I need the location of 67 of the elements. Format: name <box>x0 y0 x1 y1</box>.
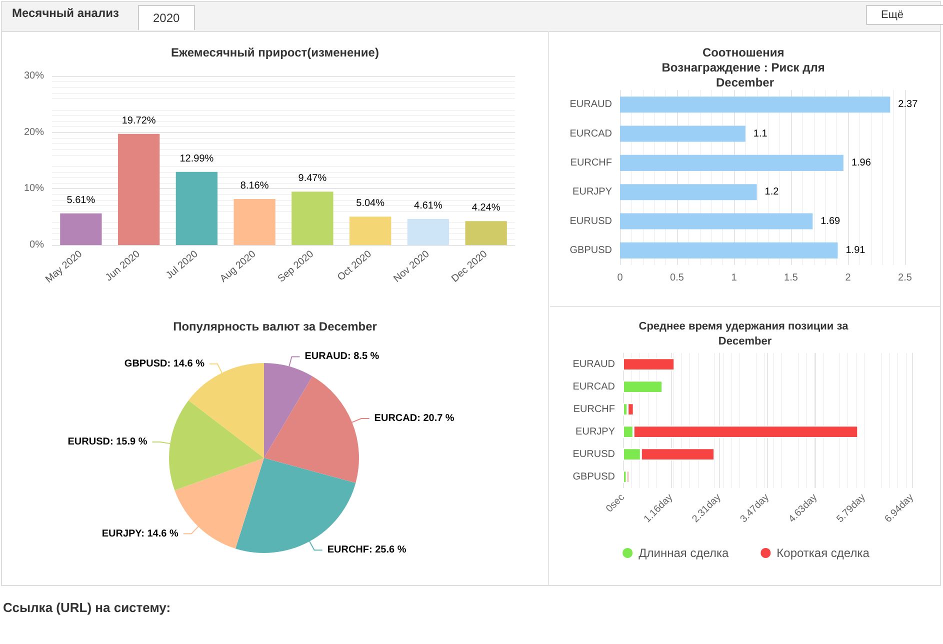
y-tick-label: EURCAD <box>570 128 612 140</box>
data-label: 1.1 <box>753 128 768 140</box>
y-tick-label: GBPUSD <box>570 244 612 256</box>
data-label: 1.69 <box>820 216 841 227</box>
bar <box>292 192 334 245</box>
data-label: 8.16% <box>240 180 269 192</box>
bar <box>407 219 450 245</box>
slice-label: EURCHF: 25.6 % <box>327 544 406 556</box>
slice-label: GBPUSD: 14.6 % <box>124 358 205 370</box>
x-tick-label: 0.5 <box>670 272 684 284</box>
bar <box>118 134 160 245</box>
text: 2020 <box>138 5 195 30</box>
slice-label: EURJPY: 14.6 % <box>102 528 178 540</box>
data-label: 2.37 <box>898 99 918 110</box>
data-label: 1.91 <box>846 244 866 256</box>
y-tick-label: EURCHF <box>570 157 612 168</box>
slice-label: EURUSD: 15.9 % <box>68 436 148 448</box>
data-label: 5.04% <box>356 198 385 210</box>
data-label: 1.2 <box>764 186 780 198</box>
x-tick-label: 0sec <box>604 492 627 515</box>
bar <box>60 213 102 245</box>
chart-title: Соотношения Вознаграждение : Риск для December <box>662 46 828 90</box>
y-tick-label: EURCHF <box>573 404 615 415</box>
data-label: 4.24% <box>472 202 500 214</box>
data-label: 5.61% <box>66 194 96 206</box>
data-label: 1.96 <box>851 157 872 168</box>
bar <box>620 184 757 200</box>
x-tick-label: 2 <box>845 272 852 284</box>
y-tick-label: 0% <box>30 240 44 250</box>
y-tick-label: 30% <box>24 70 44 82</box>
chart-title: Среднее время удержания позиции за December <box>638 320 852 348</box>
bar <box>620 96 890 113</box>
bar <box>176 172 218 245</box>
y-tick-label: EURJPY <box>576 426 616 438</box>
chart-title: Популярность валют за December <box>173 320 378 334</box>
bar <box>465 221 507 245</box>
y-tick-label: 10% <box>24 183 44 194</box>
x-tick-label: 2.5 <box>898 272 912 284</box>
x-tick-label: 1.5 <box>784 272 798 284</box>
legend-label: Короткая сделка <box>776 546 870 560</box>
bar <box>620 213 813 230</box>
data-label: 4.61% <box>414 200 442 212</box>
y-tick-label: EURUSD <box>572 448 615 460</box>
y-tick-label: EURAUD <box>572 358 615 370</box>
legend-label: Длинная сделка <box>638 546 729 560</box>
chart-title: Ежемесячный прирост(изменение) <box>171 46 379 60</box>
y-tick-label: EURAUD <box>570 99 612 110</box>
y-tick-label: GBPUSD <box>572 471 615 482</box>
bar <box>620 242 838 258</box>
y-tick-label: EURUSD <box>570 216 612 227</box>
bar <box>620 154 844 171</box>
slice-label: EURCAD: 20.7 % <box>374 413 454 424</box>
text: Месячный анализ <box>12 6 119 20</box>
text: Ссылка (URL) на систему: <box>3 600 171 615</box>
bar <box>620 126 746 142</box>
data-label: 19.72% <box>122 115 156 126</box>
y-tick-label: EURCAD <box>572 381 615 392</box>
data-label: 9.47% <box>298 173 327 184</box>
text: Ещё <box>866 5 943 25</box>
x-tick-label: 0 <box>617 272 624 284</box>
x-tick-label: 1 <box>731 272 738 284</box>
data-label: 12.99% <box>180 153 214 164</box>
bar <box>349 216 392 245</box>
slice-label: EURAUD: 8.5 % <box>304 351 380 362</box>
y-tick-label: EURJPY <box>572 186 612 198</box>
y-tick-label: 20% <box>24 126 44 138</box>
bar <box>234 199 276 245</box>
